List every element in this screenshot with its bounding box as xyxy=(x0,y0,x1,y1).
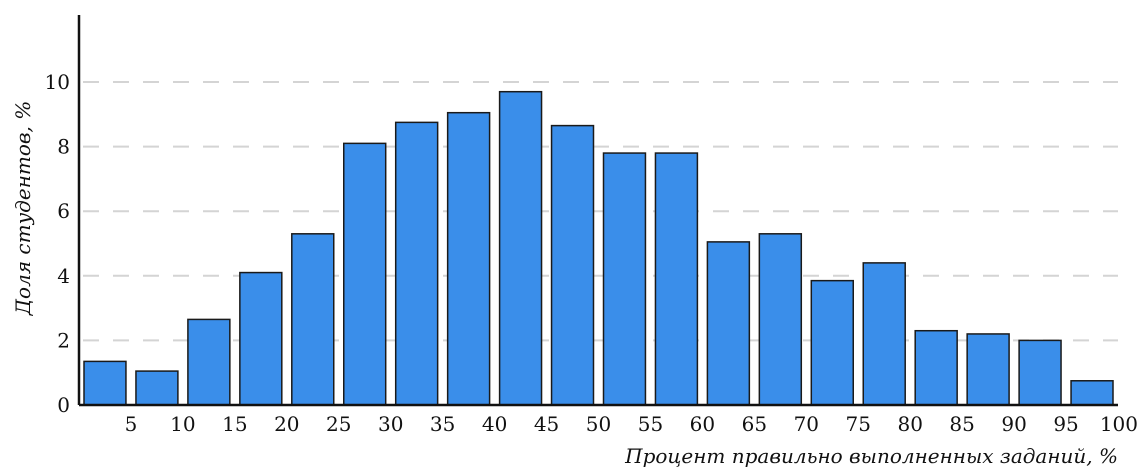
y-tick-label: 2 xyxy=(57,328,70,352)
y-tick-label: 0 xyxy=(57,393,70,417)
bar xyxy=(239,271,283,406)
y-tick-label: 8 xyxy=(57,135,70,159)
y-tick-label: 4 xyxy=(57,264,70,288)
x-tick-label: 60 xyxy=(690,412,715,436)
x-tick-label: 5 xyxy=(125,412,138,436)
bar xyxy=(394,121,439,406)
bar xyxy=(1018,339,1062,406)
bars xyxy=(83,90,1114,406)
bar xyxy=(446,111,491,406)
y-tick-label: 10 xyxy=(45,70,70,94)
x-tick-label: 25 xyxy=(326,412,351,436)
x-tick-label: 90 xyxy=(1001,412,1026,436)
x-tick-label: 85 xyxy=(949,412,974,436)
x-tick-label: 40 xyxy=(482,412,507,436)
x-tick-label: 80 xyxy=(897,412,922,436)
x-tick-label: 55 xyxy=(638,412,663,436)
bar xyxy=(966,333,1010,406)
bar xyxy=(602,152,647,406)
x-tick-label: 70 xyxy=(794,412,819,436)
bar xyxy=(758,233,803,406)
bar xyxy=(135,370,179,406)
x-tick-label: 10 xyxy=(170,412,195,436)
bar xyxy=(291,233,335,406)
x-tick-label: 30 xyxy=(378,412,403,436)
x-tick-labels: 5 10 15 20 25 30 35 40 45 50 55 60 65 70 75 80 85 90 95 100 xyxy=(125,412,1138,436)
grid-lines xyxy=(83,81,1118,342)
x-tick-label: 65 xyxy=(742,412,767,436)
bar xyxy=(654,152,699,406)
y-axis-title: Доля студентов, % xyxy=(11,101,35,316)
x-tick-label: 50 xyxy=(586,412,611,436)
bar xyxy=(706,241,751,406)
x-tick-label: 45 xyxy=(534,412,559,436)
x-tick-label: 20 xyxy=(274,412,299,436)
x-tick-label: 35 xyxy=(430,412,455,436)
y-tick-label: 6 xyxy=(57,199,70,223)
bar xyxy=(343,142,387,406)
bar xyxy=(810,279,854,406)
bar xyxy=(498,90,543,406)
y-tick-labels: 0 2 4 6 8 10 xyxy=(45,70,70,417)
x-tick-label: 95 xyxy=(1053,412,1078,436)
x-tick-label: 15 xyxy=(222,412,247,436)
bar xyxy=(187,318,231,406)
x-axis-title: Процент правильно выполненных заданий, % xyxy=(624,444,1118,467)
bar xyxy=(550,124,595,406)
bar xyxy=(83,360,127,406)
x-tick-label: 75 xyxy=(846,412,871,436)
bar xyxy=(862,262,906,406)
x-tick-label: 100 xyxy=(1100,412,1138,436)
axes xyxy=(77,15,1118,407)
bar xyxy=(1070,380,1114,406)
bar xyxy=(914,329,958,406)
